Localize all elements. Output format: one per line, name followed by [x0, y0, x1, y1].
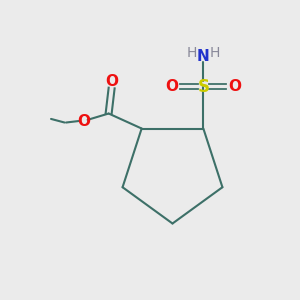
Text: O: O	[166, 79, 179, 94]
Text: N: N	[197, 49, 210, 64]
Text: O: O	[105, 74, 118, 89]
Text: O: O	[77, 113, 91, 128]
Text: H: H	[210, 46, 220, 60]
Text: S: S	[197, 77, 209, 95]
Text: O: O	[228, 79, 241, 94]
Text: H: H	[187, 46, 197, 60]
